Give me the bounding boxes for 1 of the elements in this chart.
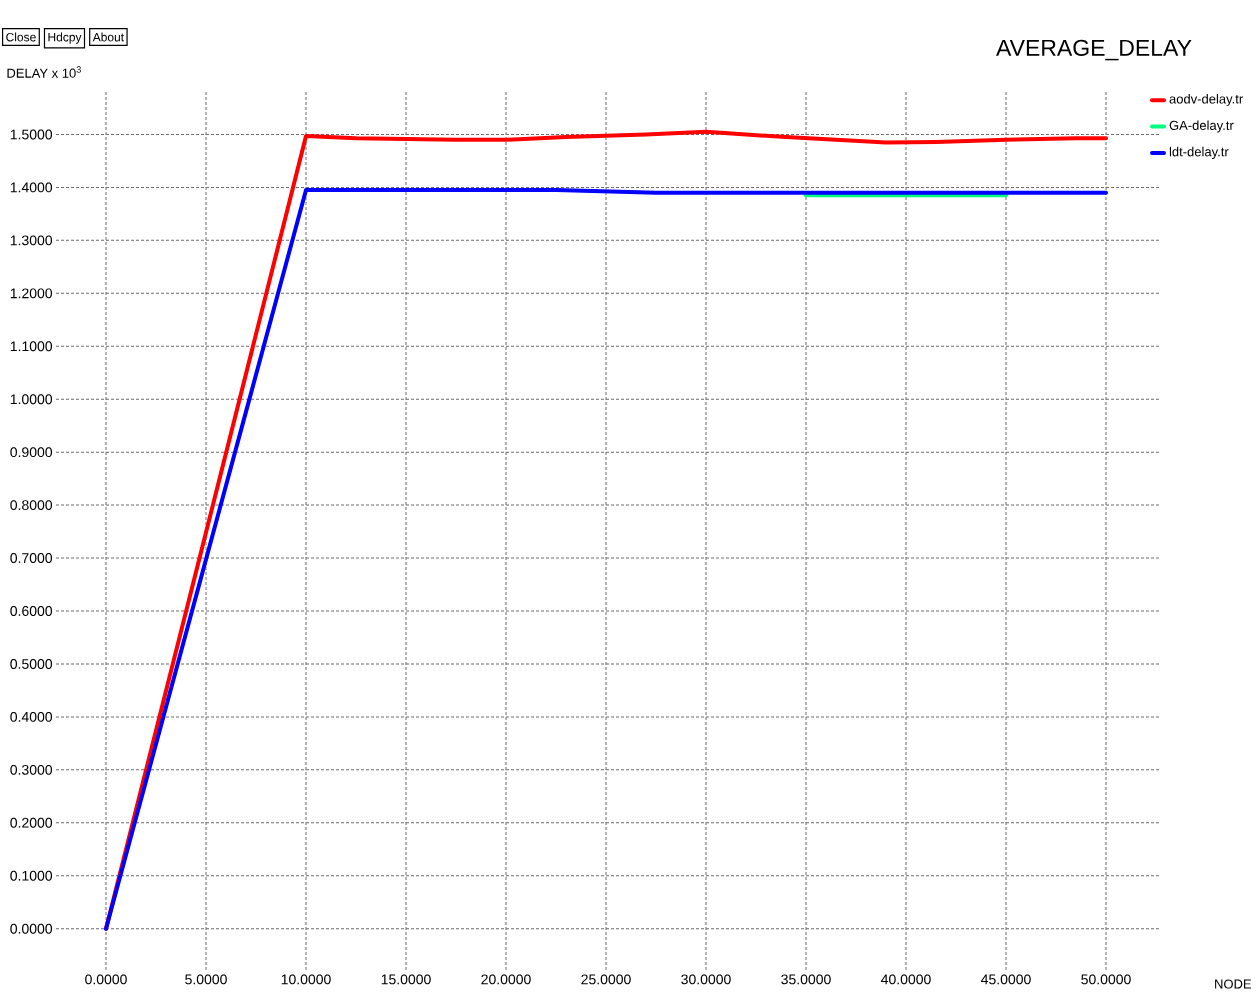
chart-title: AVERAGE_DELAY [996,39,1192,61]
